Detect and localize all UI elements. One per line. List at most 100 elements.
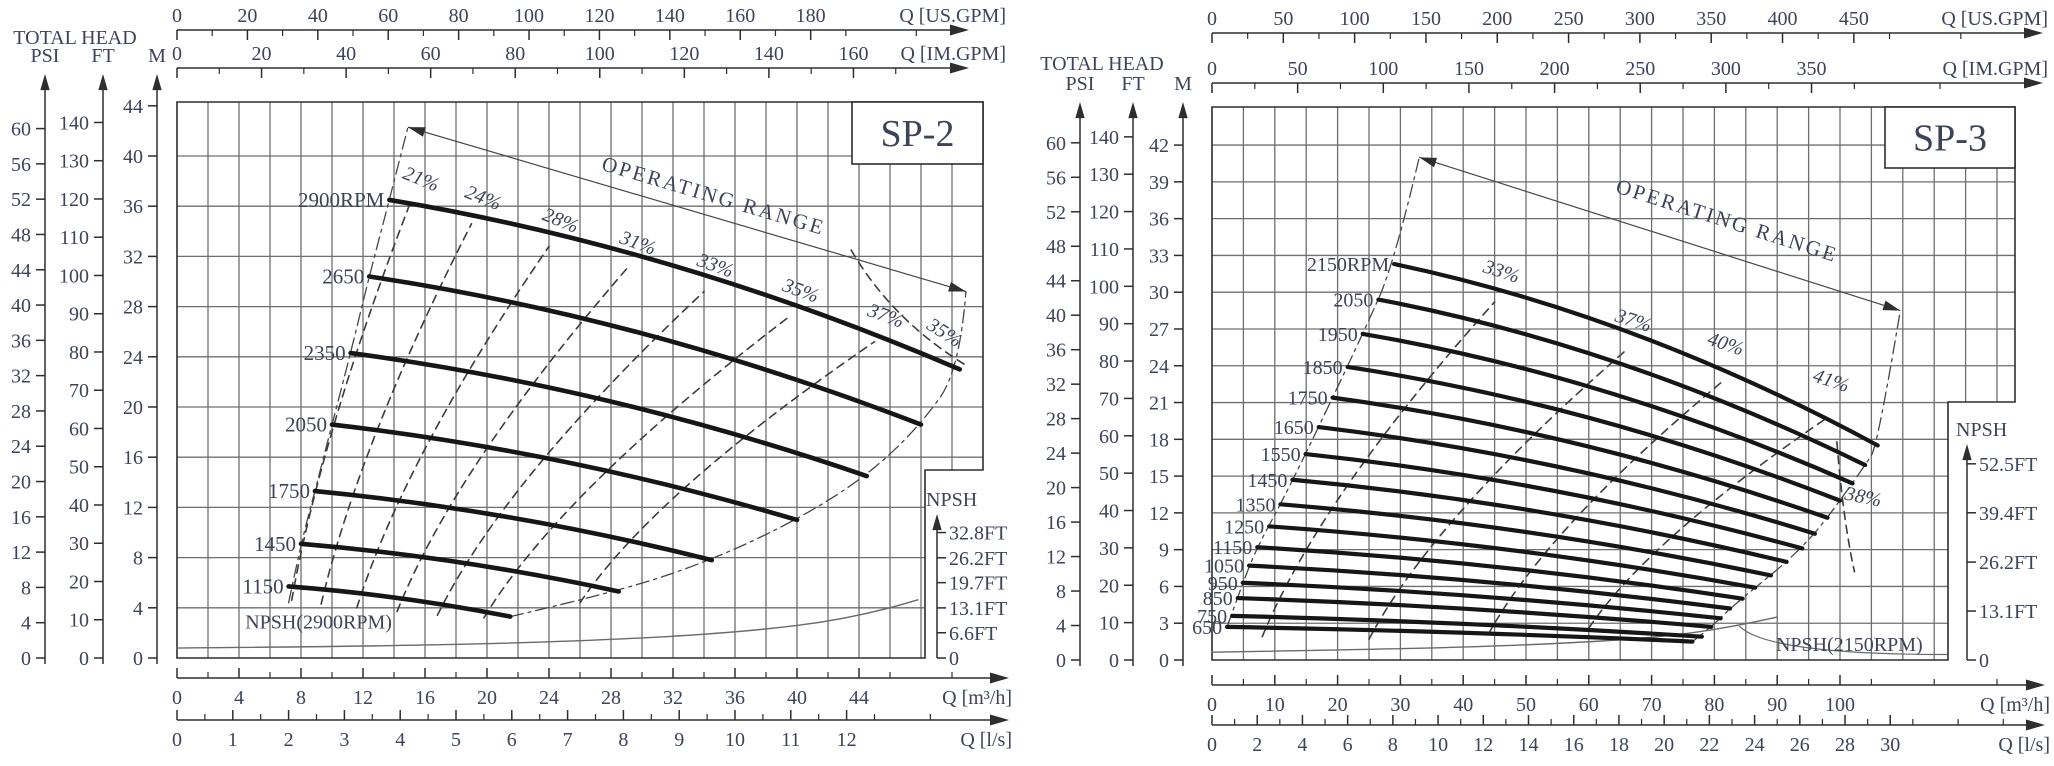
title-box: SP-3 (1884, 106, 2016, 169)
flow-axis-tick: 140 (655, 5, 685, 27)
head-axis-tick: 48 (11, 224, 31, 246)
flow-axis-tick: 0 (172, 43, 182, 65)
flow-axis-tick: 8 (296, 687, 306, 709)
arrowhead-icon (152, 74, 162, 91)
flow-axis-tick: 20 (252, 43, 272, 65)
head-axis-tick: 100 (59, 265, 89, 287)
rpm-curve-label: 650 (1192, 617, 1222, 639)
head-axis-tick: 56 (1046, 167, 1066, 189)
head-axis-tick: 24 (1046, 443, 1066, 465)
head-axis-tick: 32 (11, 366, 31, 388)
flow-axis-tick: 20 (1328, 694, 1348, 716)
efficiency-label: 33% (1480, 255, 1523, 288)
head-axis-tick: 120 (1089, 202, 1119, 224)
head-axis-name: PSI (31, 45, 60, 67)
flow-axis-tick: 70 (1642, 694, 1662, 716)
flow-axis-tick: 100 (1368, 58, 1398, 80)
head-axis-tick: 40 (1046, 305, 1066, 327)
head-axis-tick: 8 (1056, 581, 1066, 603)
rpm-curve-label: 1850 (1303, 357, 1343, 379)
head-axis-tick: 130 (1089, 164, 1119, 186)
flow-axis-tick: 40 (308, 5, 328, 27)
flow-axis-tick: 5 (451, 729, 461, 751)
flow-axis-tick: 350 (1797, 58, 1827, 80)
rpm-curve-label: 1250 (1224, 516, 1264, 538)
head-axis-title: TOTAL HEAD (1040, 53, 1163, 75)
arrowhead-icon (990, 714, 1009, 726)
head-axis-tick: 12 (123, 497, 143, 519)
flow-axis-tick: 24 (539, 687, 559, 709)
flow-axis-tick: 350 (1696, 8, 1726, 30)
flow-axis-tick: 60 (1579, 694, 1599, 716)
rpm-curve-label: 1650 (1274, 417, 1314, 439)
head-axis-tick: 9 (1159, 540, 1169, 562)
head-axis-tick: 0 (1056, 650, 1066, 672)
npsh-axis-tick: 19.7FT (949, 573, 1007, 595)
head-axis-tick: 30 (1149, 282, 1169, 304)
npsh-axis-tick: 26.2FT (949, 548, 1007, 570)
head-axis-tick: 40 (69, 495, 89, 517)
flow-axis-tick: 300 (1625, 8, 1655, 30)
npsh-axis: NPSH 52.5FT 39.4FT 26.2FT 13.1FT 0 (1956, 419, 2037, 672)
flow-axis-tick: 140 (754, 43, 784, 65)
flow-axis-tick: 24 (1745, 734, 1765, 756)
head-axis-tick: 0 (1109, 650, 1119, 672)
flow-axis-unit-label: Q [m³/h] (1980, 694, 2050, 716)
head-axis-name: FT (1121, 73, 1144, 95)
flow-axis-tick: 11 (781, 729, 800, 751)
flow-axis-bottom: 0 10 20 30 40 50 60 70 80 90 100 Q [m³/h] (1207, 675, 2050, 716)
head-axis-tick: 140 (59, 112, 89, 134)
head-axis-tick: 110 (60, 227, 89, 249)
head-axis-tick: 33 (1149, 245, 1169, 267)
npsh-axis: NPSH 32.8FT 26.2FT 19.7FT 13.1FT 6.6FT 0 (926, 489, 1007, 670)
rpm-curve-label: 2150RPM (1307, 254, 1389, 276)
flow-axis-unit-label: Q [l/s] (960, 729, 1012, 751)
flow-axis-tick: 90 (1767, 694, 1787, 716)
flow-axis-tick: 0 (1207, 58, 1217, 80)
operating-range-label: OPERATING RANGE (599, 151, 828, 240)
rpm-curve-label: 1050 (1204, 556, 1244, 578)
flow-axis-tick: 7 (563, 729, 573, 751)
rpm-curves: 2150RPM205019501850175016501550145013501… (1192, 254, 1880, 644)
rpm-curve-label: 2900RPM (298, 188, 385, 212)
head-axis-name: M (1174, 73, 1192, 95)
arrowhead-icon (2026, 719, 2045, 731)
flow-axis-tick: 28 (601, 687, 621, 709)
head-axis-tick: 140 (1089, 127, 1119, 149)
flow-axis-bottom: 0 1 2 3 4 5 6 7 8 9 10 11 12 Q [l/s] (172, 710, 1012, 751)
head-axis-name: PSI (1066, 73, 1095, 95)
head-axes: TOTAL HEADPSI048121620242832364044485256… (1040, 53, 1192, 672)
head-axis-tick: 110 (1090, 239, 1119, 261)
rpm-curve-label: 850 (1203, 588, 1233, 610)
arrowhead-icon (950, 24, 969, 36)
arrowhead-icon (1962, 444, 1972, 461)
flow-axis-tick: 100 (514, 5, 544, 27)
title-box: SP-2 (851, 101, 984, 165)
flow-axis-unit-label: Q [l/s] (1998, 734, 2050, 756)
head-axis-tick: 12 (1046, 547, 1066, 569)
efficiency-label: 38% (1842, 482, 1883, 511)
head-axis-tick: 52 (11, 189, 31, 211)
head-axis-tick: 10 (1099, 613, 1119, 635)
flow-axis-tick: 12 (353, 687, 373, 709)
flow-axis-tick: 150 (1411, 8, 1441, 30)
flow-axis-tick: 0 (172, 729, 182, 751)
arrowhead-icon (40, 74, 50, 91)
head-axis-tick: 40 (123, 146, 143, 168)
head-axis-tick: 90 (69, 304, 89, 326)
flow-axis-unit-label: Q [m³/h] (942, 687, 1012, 709)
head-axis-tick: 4 (133, 598, 143, 620)
head-axis-tick: 40 (11, 295, 31, 317)
head-axis-tick: 56 (11, 154, 31, 176)
rpm-curve-label: 1950 (1318, 324, 1358, 346)
flow-axis-top: 0 20 40 60 80 100 120 140 160 180 Q [US.GPM] (172, 5, 1006, 40)
rpm-curve-label: 1150 (242, 574, 283, 598)
efficiency-label: 40% (1705, 328, 1747, 360)
npsh-axis-tick: 13.1FT (1979, 601, 2037, 623)
npsh-axis-title: NPSH (1956, 419, 2007, 441)
chart-title: SP-2 (881, 113, 955, 155)
head-axis-tick: 0 (79, 648, 89, 670)
head-axis-tick: 90 (1099, 314, 1119, 336)
flow-axis-tick: 18 (1609, 734, 1629, 756)
